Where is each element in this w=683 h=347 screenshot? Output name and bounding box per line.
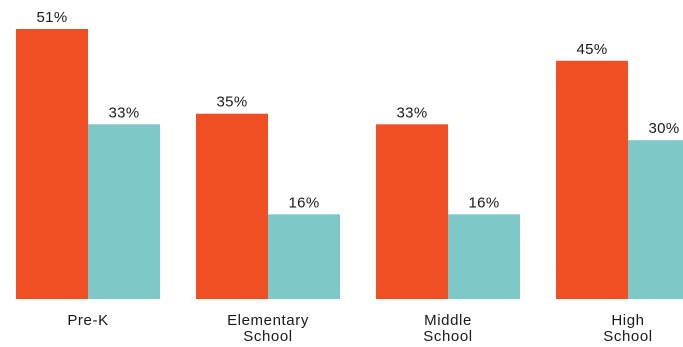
data-label-series1-4: 45% — [577, 41, 608, 58]
x-tick-label-line: High — [611, 312, 644, 329]
x-tick-label-2: Elementary School — [227, 312, 309, 345]
x-tick-label-1: Pre-K — [67, 312, 108, 329]
data-label-series2-2: 16% — [289, 194, 320, 211]
bar-series2-4 — [628, 140, 683, 299]
data-label-series1-3: 33% — [397, 104, 428, 121]
x-tick-label-line: Elementary — [227, 312, 309, 329]
x-tick-label-line: Pre-K — [67, 312, 108, 329]
data-label-series2-1: 33% — [109, 104, 140, 121]
data-label-series1-1: 51% — [37, 9, 68, 26]
bar-series2-1 — [88, 124, 160, 299]
x-tick-label-3: Middle School — [423, 312, 472, 345]
x-tick-label-line: School — [423, 328, 472, 345]
data-label-series1-2: 35% — [217, 94, 248, 111]
bar-series1-4 — [556, 60, 628, 299]
data-label-series2-3: 16% — [469, 194, 500, 211]
bar-series1-3 — [376, 124, 448, 299]
bar-series1-1 — [16, 29, 88, 299]
x-tick-label-line: School — [243, 328, 292, 345]
x-tick-label-line: Middle — [424, 312, 472, 329]
bar-series1-2 — [196, 113, 268, 300]
bar-series2-3 — [448, 214, 520, 299]
bar-series2-2 — [268, 214, 340, 299]
x-tick-label-line: School — [603, 328, 652, 345]
data-label-series2-4: 30% — [649, 120, 680, 137]
x-tick-label-4: High School — [603, 312, 652, 345]
